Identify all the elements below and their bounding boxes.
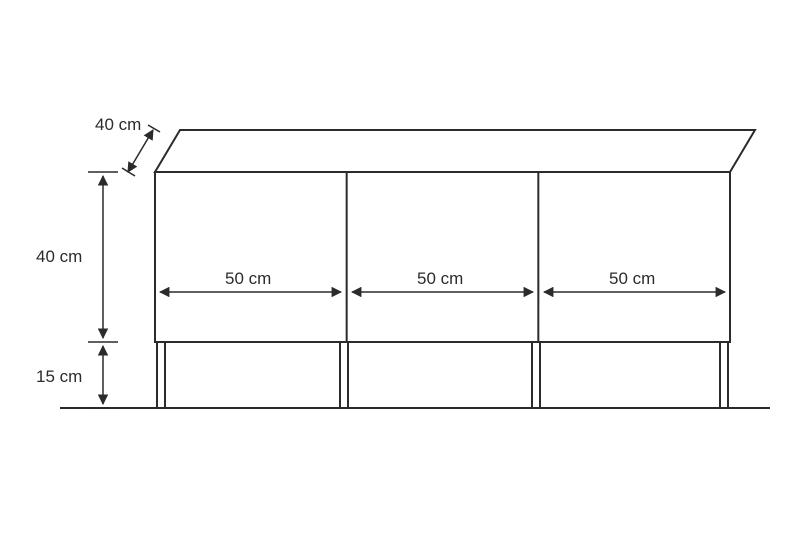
leg-2 [340,342,348,408]
dim-section-2-label: 50 cm [417,269,463,288]
diagram-canvas: 40 cm 40 cm 15 cm 50 cm 50 cm 50 cm [0,0,800,533]
cabinet-top [155,130,755,172]
dim-section-3-label: 50 cm [609,269,655,288]
dim-depth-label: 40 cm [95,115,141,134]
dim-section-1-label: 50 cm [225,269,271,288]
dim-leg-label: 15 cm [36,367,82,386]
cabinet-front [155,172,730,342]
diagram-svg: 40 cm 40 cm 15 cm 50 cm 50 cm 50 cm [0,0,800,533]
leg-1 [157,342,165,408]
dim-depth-arrow [128,130,153,172]
dim-height-label: 40 cm [36,247,82,266]
leg-3 [532,342,540,408]
leg-4 [720,342,728,408]
